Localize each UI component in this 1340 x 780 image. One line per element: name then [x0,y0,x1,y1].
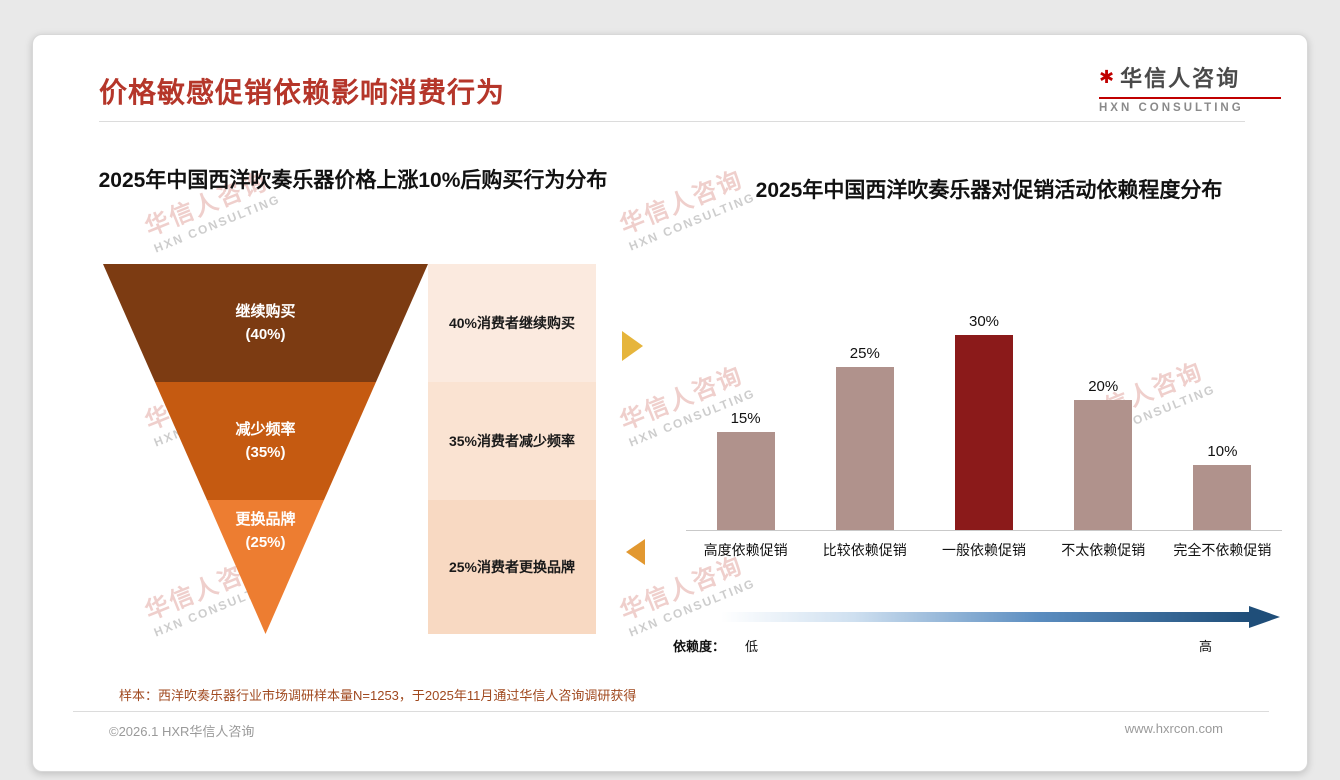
dependency-low-label: 低 [745,639,759,654]
funnel-stage-label: 更换品牌 [235,511,296,528]
funnel-stage: 继续购买 (40%) [103,264,428,382]
right-arrow-icon [622,331,643,361]
logo-zh-text: 华信人咨询 [1120,66,1241,91]
x-axis-label: 高度依赖促销 [703,542,788,558]
logo-star-icon: ✱ [1099,66,1117,87]
funnel-stage-label: 减少频率 [235,420,296,438]
logo-en-text: HXN CONSULTING [1099,97,1281,114]
dependency-gradient-arrow [721,605,1281,634]
funnel-annotation: 40%消费者继续购买 [428,264,596,382]
funnel-chart: 继续购买 (40%) 减少频率 (35%) 更换品牌 (25%) [103,264,428,634]
footer-divider [73,711,1269,712]
copyright-text: ©2026.1 HXR华信人咨询 [109,724,255,739]
funnel-stage: 更换品牌 (25%) [207,500,324,634]
funnel-chart-title: 2025年中国西洋吹奏乐器价格上涨10%后购买行为分布 [98,169,608,192]
bar [1193,465,1252,530]
x-axis-line [686,530,1282,531]
logo-wordmark: ✱ 华信人咨询 [1099,61,1281,93]
x-axis-labels: 高度依赖促销 比较依赖促销 一般依赖促销 不太依赖促销 完全不依赖促销 [686,540,1282,560]
bar [716,432,775,530]
left-arrow-icon [626,539,645,565]
x-axis-label: 比较依赖促销 [822,542,907,558]
bar-value-label: 30% [968,313,1000,330]
funnel-stage-value: (35%) [245,444,286,461]
funnel-stage-label: 继续购买 [235,302,296,320]
x-axis-label: 不太依赖促销 [1061,542,1146,558]
bar-chart-title: 2025年中国西洋吹奏乐器对促销活动依赖程度分布 [755,179,1223,202]
bar-group: 15% [686,287,805,530]
funnel-stage: 减少频率 (35%) [155,382,376,500]
funnel-annotations: 40%消费者继续购买 35%消费者减少频率 25%消费者更换品牌 [428,264,596,634]
funnel-annotation: 25%消费者更换品牌 [428,500,596,634]
bar-group: 30% [924,287,1043,530]
dependency-axis-title: 依赖度： [673,639,726,654]
bar-value-label: 10% [1207,443,1238,460]
page-title: 价格敏感促销依赖影响消费行为 [99,77,506,108]
x-axis-label: 完全不依赖促销 [1173,542,1272,558]
bar-value-label: 15% [730,410,761,427]
bar-highlighted [955,335,1013,530]
bar [835,367,894,530]
bar-group: 20% [1044,287,1163,530]
dependency-high-label: 高 [1199,639,1213,654]
bar [1074,400,1133,530]
bar-value-label: 25% [849,345,880,362]
slide-card: 华信人咨询 HXN CONSULTING 华信人咨询 HXN CONSULTING … [32,34,1308,772]
bar-chart: 15% 25% 30% 20% 10% [686,287,1282,530]
company-logo: ✱ 华信人咨询 HXN CONSULTING [1099,61,1281,114]
funnel-stage-value: (25%) [245,534,286,552]
website-text: www.hxrcon.com [1124,721,1223,736]
funnel-stage-value: (40%) [245,326,286,343]
bar-group: 10% [1163,287,1282,530]
sample-note: 样本：西洋吹奏乐器行业市场调研样本量N=1253，于2025年11月通过华信人咨… [119,688,637,703]
bar-group: 25% [805,287,924,530]
title-divider [99,121,1245,122]
x-axis-label: 一般依赖促销 [942,542,1026,558]
funnel-annotation: 35%消费者减少频率 [428,382,596,500]
bar-value-label: 20% [1088,378,1119,395]
